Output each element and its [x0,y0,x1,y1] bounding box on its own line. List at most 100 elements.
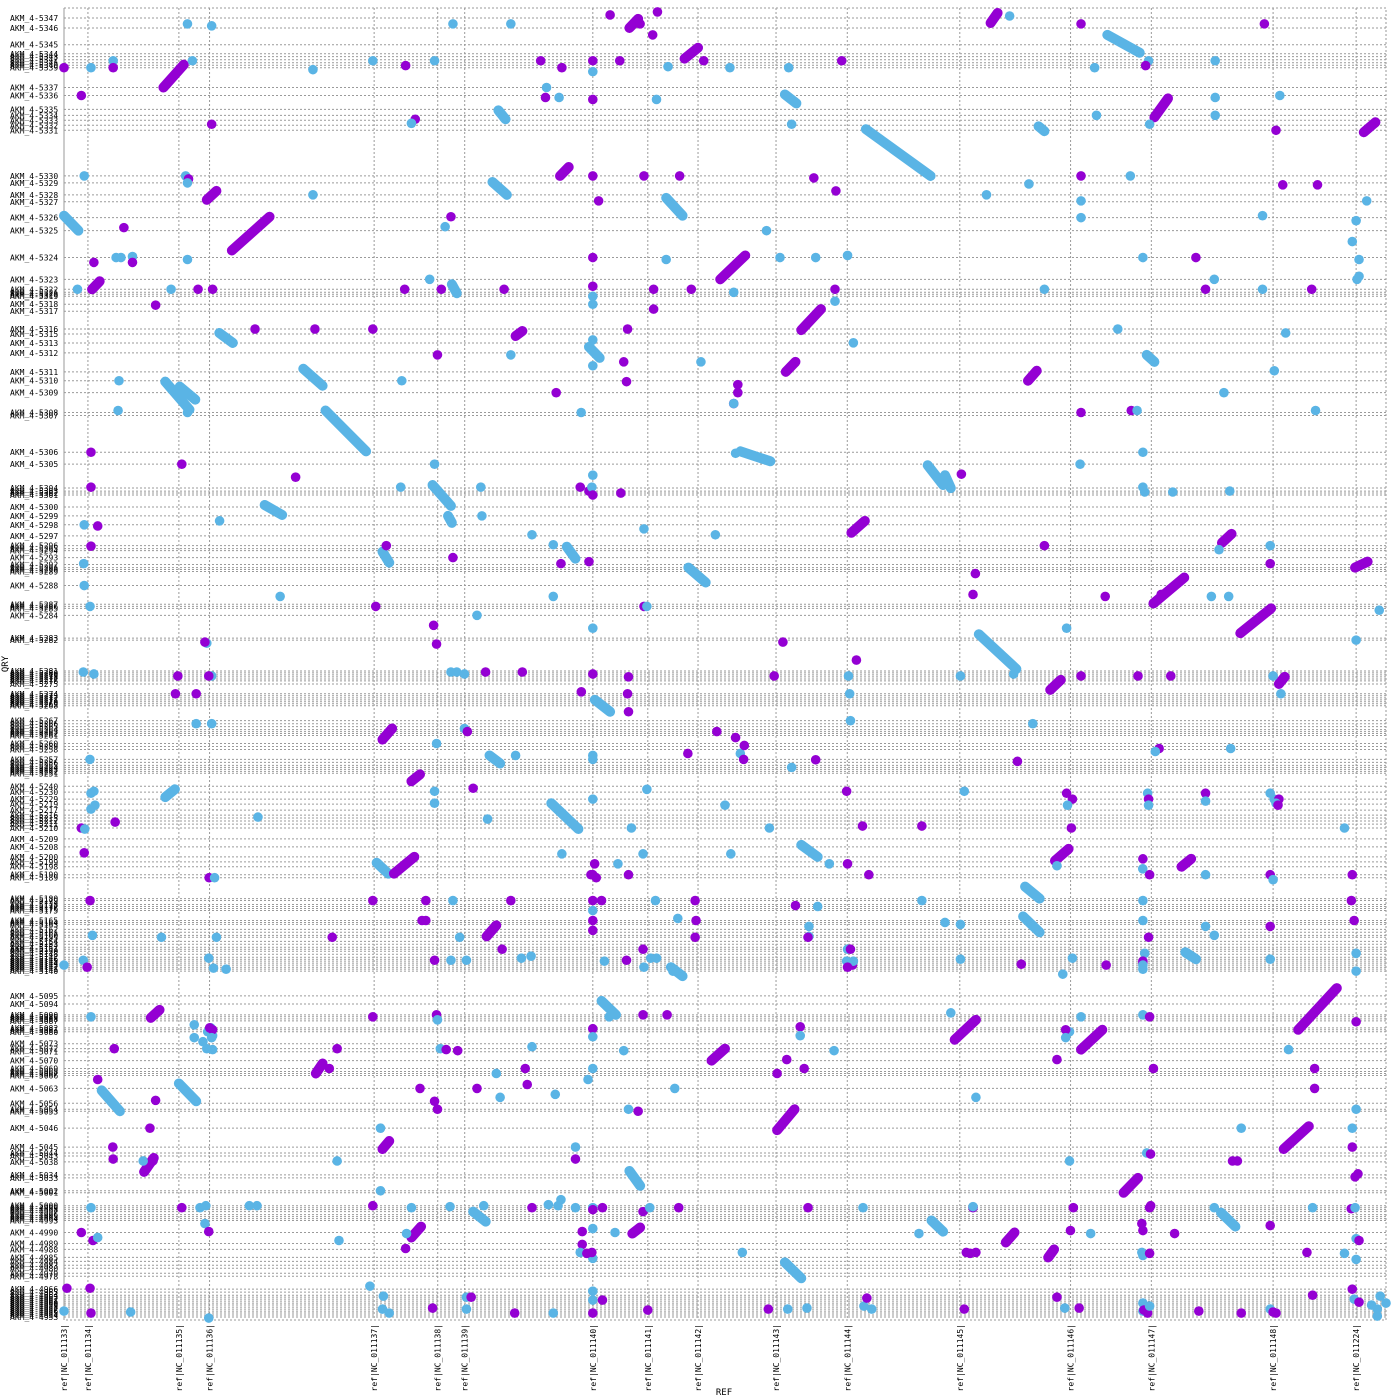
y-tick-label: AKM_4-5147 [10,953,58,962]
reverse-alignment-point [597,1202,608,1213]
y-tick-label: AKM_4-4964 [10,1291,58,1300]
reverse-alignment-point [193,284,203,295]
y-tick-label: AKM_4-5164 [10,918,58,927]
forward-alignment-point [557,849,567,859]
y-tick-label: AKM_4-5342 [10,56,58,65]
y-tick-label: AKM_4-5046 [10,1124,58,1133]
forward-alignment-point [448,895,458,906]
forward-alignment-point [1310,405,1321,416]
forward-alignment-point [182,407,193,418]
forward-alignment-point [642,784,652,795]
forward-alignment-point [203,1313,214,1323]
reverse-alignment-point [730,732,741,743]
y-tick-label: AKM_4-5319 [10,292,58,301]
reverse-alignment-point [842,962,853,973]
y-tick-label: AKM_4-5252 [10,767,58,776]
forward-alignment-point [1210,92,1220,103]
reverse-alignment-segment [1235,603,1277,639]
reverse-alignment-point [431,639,442,649]
forward-alignment-point [1236,1123,1247,1133]
reverse-alignment-point [862,1293,872,1303]
reverse-alignment-segment [1149,93,1174,123]
y-tick-label: AKM_4-5230 [10,788,58,797]
y-tick-label: AKM_4-4962 [10,1295,58,1304]
y-tick-label: AKM_4-5321 [10,288,58,297]
y-tick-label: AKM_4-5043 [10,1152,58,1161]
forward-alignment-point [451,667,462,677]
reverse-alignment-point [535,55,546,66]
forward-alignment-point [89,669,99,679]
reverse-alignment-point [1265,921,1275,932]
y-tick-label: AKM_4-5339 [10,64,58,73]
y-tick-label: AKM_4-5326 [10,214,58,223]
forward-alignment-segment [1102,29,1145,58]
y-tick-label: AKM_4-5261 [10,732,58,741]
reverse-alignment-point [1194,1306,1204,1316]
reverse-alignment-point [1138,854,1148,864]
y-tick-label: AKM_4-4983 [10,1261,58,1270]
reverse-alignment-point [446,211,456,222]
y-tick-label: AKM_4-5340 [10,61,58,70]
y-tick-label: AKM_4-5229 [10,795,58,804]
y-tick-label: AKM_4-5299 [10,512,58,521]
reverse-alignment-point [956,469,967,479]
y-tick-label: AKM_4-5289 [10,568,58,577]
y-tick-label: AKM_4-5044 [10,1149,58,1158]
reverse-alignment-point [1309,1063,1320,1074]
y-tick-label: AKM_4-5298 [10,521,58,530]
forward-alignment-point [182,254,193,265]
y-tick-label: AKM_4-5293 [10,554,58,563]
reverse-alignment-point [86,541,96,551]
reverse-alignment-point [1312,180,1323,190]
forward-alignment-point [548,539,559,550]
y-tick-label: AKM_4-4959 [10,1301,58,1310]
reverse-alignment-segment [1076,1024,1108,1055]
y-tick-label: AKM_4-5279 [10,671,58,680]
forward-alignment-point [476,482,486,492]
forward-alignment-point [1276,688,1286,699]
y-tick-label: AKM_4-5254 [10,763,58,772]
reverse-alignment-point [633,1106,643,1117]
y-tick-label: AKM_4-4999 [10,1204,58,1213]
reverse-alignment-point [623,869,634,880]
reverse-alignment-point [1138,1225,1148,1236]
reverse-alignment-point [1145,1200,1156,1211]
reverse-alignment-segment [624,13,644,33]
forward-alignment-point [761,225,772,236]
y-tick-label: AKM_4-5258 [10,746,58,755]
reverse-alignment-point [803,932,813,943]
forward-alignment-point [795,1030,806,1041]
reverse-alignment-point [1236,1308,1247,1318]
forward-alignment-point [79,519,90,530]
reverse-alignment-point [597,1295,608,1305]
forward-alignment-point [710,529,721,540]
reverse-alignment-point [170,688,181,699]
y-tick-label: AKM_4-5331 [10,126,58,135]
forward-alignment-point [189,1032,200,1043]
y-tick-label: AKM_4-5312 [10,349,58,358]
y-tick-label: AKM_4-5150 [10,947,58,956]
reverse-alignment-point [618,357,629,367]
forward-alignment-segment [922,460,949,491]
reverse-alignment-point [686,284,697,295]
forward-alignment-point [644,1202,655,1213]
reverse-alignment-segment [145,1004,165,1023]
forward-alignment-segment [1033,121,1050,137]
forward-alignment-segment [173,1078,202,1107]
reverse-alignment-point [1145,1149,1156,1159]
y-tick-label: AKM_4-5199 [10,858,58,867]
forward-alignment-point [1112,324,1123,334]
forward-alignment-point [510,750,521,761]
y-tick-label: AKM_4-5165 [10,916,58,925]
y-tick-label: AKM_4-5317 [10,307,58,316]
forward-alignment-point [1224,486,1235,496]
reverse-alignment-point [864,869,874,880]
reverse-alignment-point [557,62,567,73]
forward-alignment-point [1200,869,1211,880]
forward-alignment-point [401,1228,412,1239]
reverse-alignment-point [148,1156,158,1166]
forward-alignment-point [1209,274,1220,285]
forward-alignment-point [642,601,652,612]
forward-alignment-point [506,19,516,29]
reverse-alignment-point [109,1043,120,1054]
